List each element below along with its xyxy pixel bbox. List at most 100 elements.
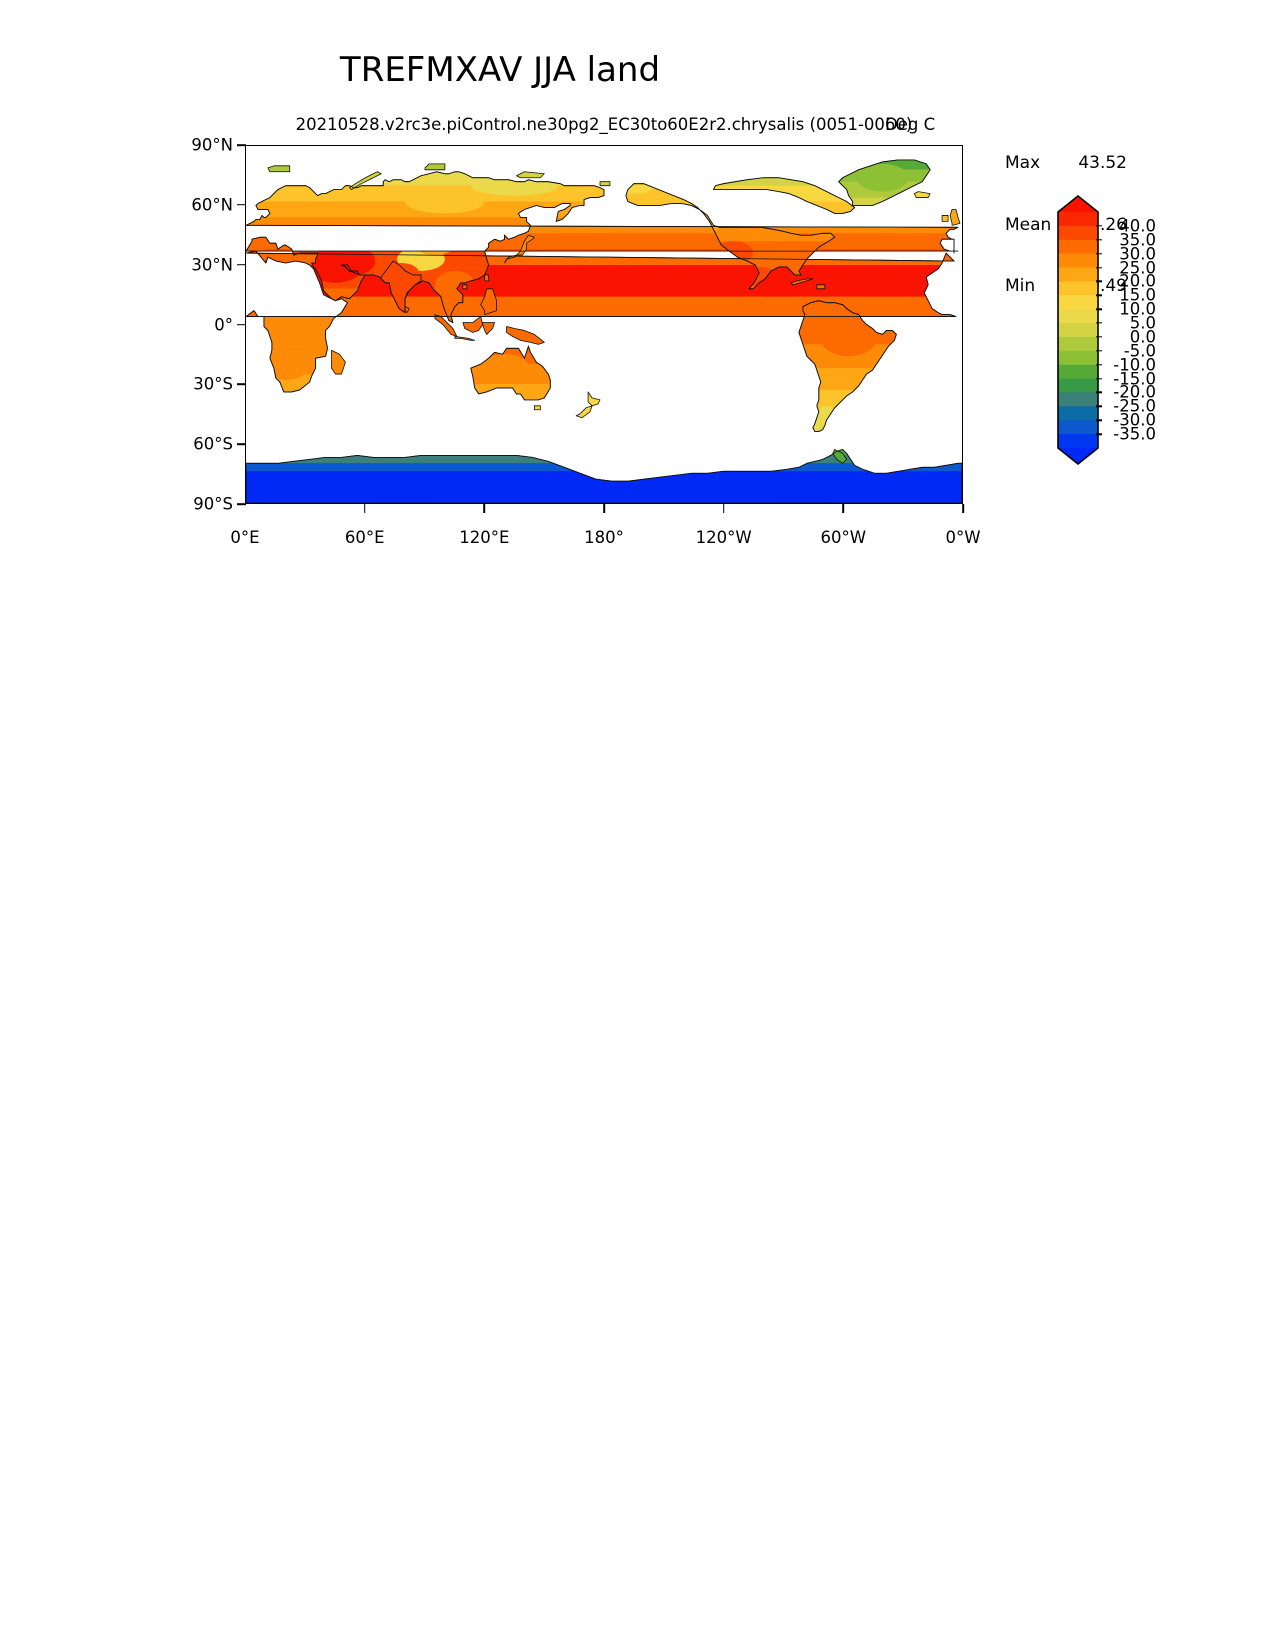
colorbar-tick-mark xyxy=(1096,322,1102,324)
colorbar-band xyxy=(1058,295,1098,310)
subtitle: 20210528.v2rc3e.piControl.ne30pg2_EC30to… xyxy=(295,115,913,134)
colorbar-tick-mark xyxy=(1096,294,1102,296)
colorbar-band xyxy=(1058,420,1098,435)
longitude-tick-mark xyxy=(842,504,845,513)
colorbar-band xyxy=(1058,378,1098,394)
colorbar-tick-mark xyxy=(1096,377,1102,380)
colorbar-tick-label: 10.0 xyxy=(1119,299,1156,319)
latitude-tick-mark xyxy=(237,503,246,505)
coastline xyxy=(798,300,897,432)
colorbar-band xyxy=(1058,239,1098,255)
longitude-tick-label: 180° xyxy=(584,528,624,547)
coastline xyxy=(246,448,962,503)
colorbar-tick-label: 40.0 xyxy=(1119,216,1156,236)
colorbar-tick-label: -10.0 xyxy=(1113,355,1156,375)
colorbar-tick-label: 15.0 xyxy=(1119,285,1156,305)
latitude-tick-label: 90°N xyxy=(191,135,233,155)
map-region xyxy=(480,288,497,315)
latitude-tick-label: 30°S xyxy=(193,374,233,394)
map-region xyxy=(331,349,346,375)
colorbar-tick-mark xyxy=(1096,391,1102,394)
coastline xyxy=(246,171,959,324)
longitude-tick-mark xyxy=(363,504,366,513)
latitude-tick-label: 0° xyxy=(214,315,233,334)
colorbar-tick-mark xyxy=(1096,239,1102,241)
colorbar-tick-label: -5.0 xyxy=(1123,341,1156,361)
colorbar-tick-label: -15.0 xyxy=(1113,369,1156,389)
colorbar-band xyxy=(1058,336,1098,352)
coastline xyxy=(713,177,856,214)
stat-max-label: Max xyxy=(1005,153,1041,173)
coastline xyxy=(838,159,931,206)
colorbar-tick-mark xyxy=(1096,308,1102,310)
map-region xyxy=(484,274,490,282)
latitude-tick-label: 30°N xyxy=(191,255,233,275)
colorbar-tick-label: 20.0 xyxy=(1119,271,1156,291)
colorbar-band xyxy=(1058,323,1098,338)
colorbar-band xyxy=(1058,364,1098,380)
stat-max-row: Max 43.52 xyxy=(1005,153,1127,174)
colorbar-tick-mark xyxy=(1096,350,1102,352)
latitude-tick-label: 90°S xyxy=(193,494,233,514)
longitude-tick-mark xyxy=(722,504,725,513)
colorbar-band xyxy=(1058,392,1098,407)
longitude-tick-label: 60°E xyxy=(344,528,385,547)
page-title: TREFMXAV JJA land xyxy=(339,50,661,90)
colorbar-tick-label: 0.0 xyxy=(1129,327,1156,347)
colorbar-tick-label: 25.0 xyxy=(1119,258,1156,278)
colorbar-tick-mark xyxy=(1096,405,1102,408)
longitude-tick-label: 0°W xyxy=(945,528,981,547)
map-region xyxy=(506,326,545,345)
colorbar-tick-label: -35.0 xyxy=(1113,424,1156,444)
landmass-shading xyxy=(470,346,551,400)
map-region xyxy=(790,278,814,286)
map-region xyxy=(575,391,601,419)
latitude-tick-mark xyxy=(237,204,246,206)
colorbar-gradient xyxy=(1057,194,1099,466)
colorbar-tick-mark xyxy=(1096,364,1102,366)
map-region xyxy=(533,405,541,411)
map-region xyxy=(949,209,961,226)
colorbar xyxy=(1057,194,1099,466)
colorbar-band xyxy=(1058,225,1098,241)
longitude-tick-label: 120°E xyxy=(459,528,510,547)
colorbar-band xyxy=(1058,309,1098,324)
colorbar-tick-label: 30.0 xyxy=(1119,244,1156,264)
landmass-shading xyxy=(798,300,897,432)
colorbar-extend-min-arrow xyxy=(1058,448,1098,464)
map-region xyxy=(482,322,496,335)
colorbar-extend-max-arrow xyxy=(1058,196,1098,212)
latitude-tick-label: 60°S xyxy=(193,434,233,454)
map-region xyxy=(913,191,931,198)
colorbar-band xyxy=(1058,434,1098,449)
colorbar-tick-mark xyxy=(1096,252,1102,255)
latitude-tick-label: 60°N xyxy=(191,195,233,215)
colorbar-tick-mark xyxy=(1096,433,1102,435)
map-plot-area xyxy=(245,145,963,504)
longitude-tick-mark xyxy=(603,504,605,513)
colorbar-tick-mark xyxy=(1096,225,1102,227)
map-region xyxy=(462,284,468,290)
map-region xyxy=(434,314,458,337)
map-region xyxy=(424,163,446,171)
caption-row: 20210528.v2rc3e.piControl.ne30pg2_EC30to… xyxy=(245,115,963,139)
latitude-tick-mark xyxy=(237,144,246,146)
coastline xyxy=(470,345,551,401)
longitude-tick-mark xyxy=(483,504,486,513)
map-region xyxy=(941,215,949,222)
colorbar-band xyxy=(1058,212,1098,227)
units-label: Deg C xyxy=(885,115,936,134)
colorbar-band xyxy=(1058,253,1098,269)
colorbar-tick-mark xyxy=(1096,419,1102,421)
map-region xyxy=(267,165,291,173)
stat-mean-label: Mean xyxy=(1005,214,1052,235)
map-region xyxy=(816,284,826,290)
stat-min-label: Min xyxy=(1005,276,1036,296)
longitude-tick-label: 120°W xyxy=(695,528,752,547)
colorbar-tick-mark xyxy=(1096,266,1102,269)
map-region xyxy=(599,181,611,187)
map-region xyxy=(516,171,545,179)
colorbar-tick-label: -25.0 xyxy=(1113,396,1156,416)
latitude-tick-mark xyxy=(237,263,246,266)
